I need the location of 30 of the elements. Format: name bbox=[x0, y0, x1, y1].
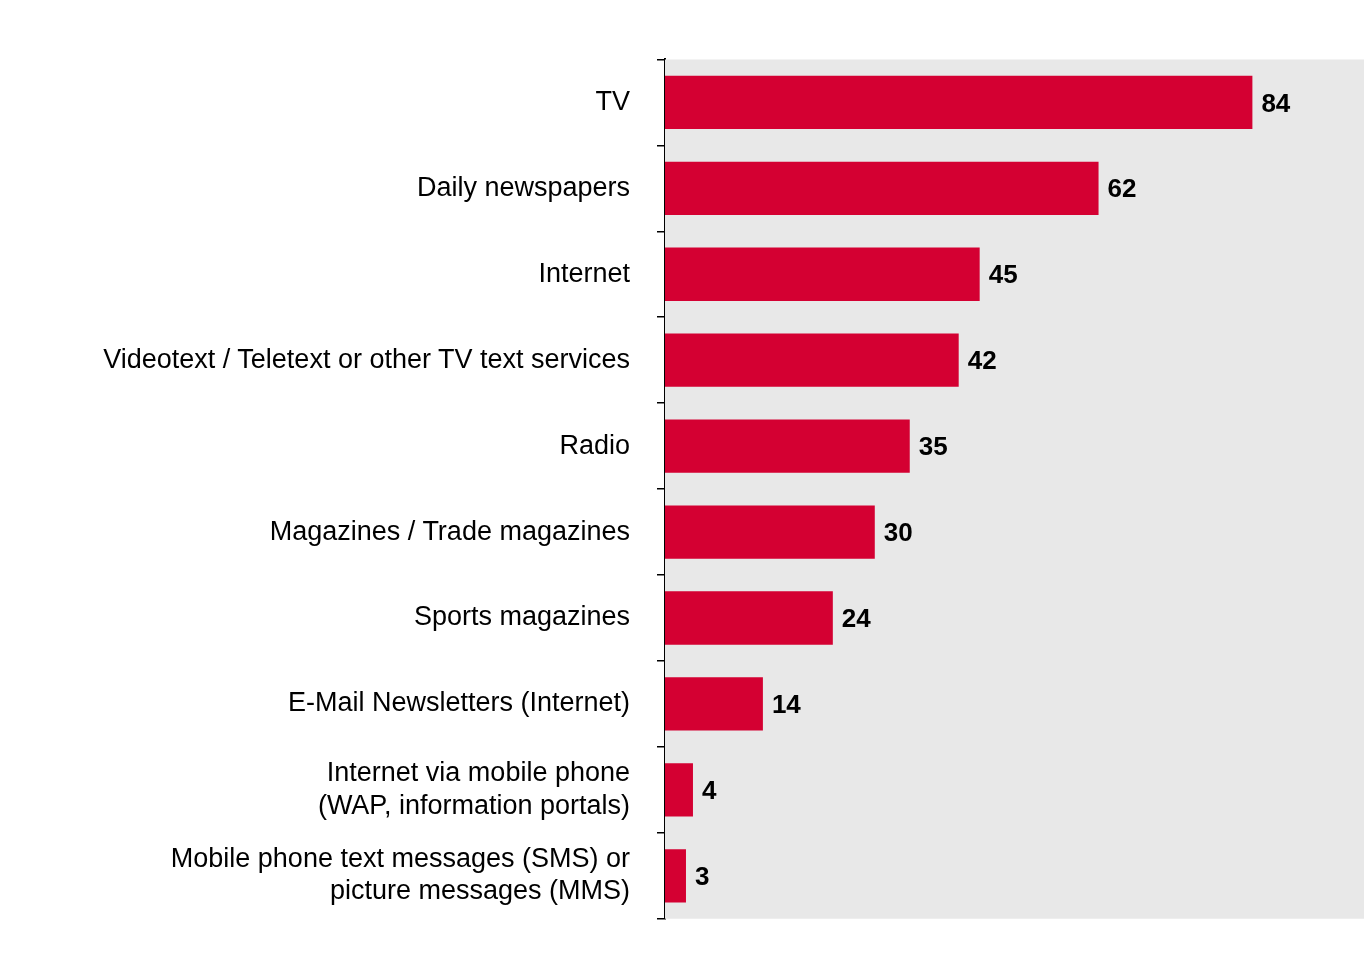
bar bbox=[665, 591, 833, 645]
bar bbox=[665, 247, 980, 301]
data-label: 3 bbox=[694, 861, 710, 891]
y-tick-label: Internet via mobile phone (WAP, information portals) bbox=[317, 757, 630, 820]
y-tick-label: Magazines / Trade magazines bbox=[269, 515, 630, 546]
y-tick-label: Internet bbox=[538, 257, 631, 288]
bar bbox=[665, 161, 1099, 215]
y-tick-label: Daily newspapers bbox=[416, 171, 630, 202]
y-tick-label: Radio bbox=[559, 429, 630, 460]
bar bbox=[665, 763, 693, 817]
bar bbox=[665, 505, 875, 559]
data-label: 24 bbox=[841, 603, 872, 634]
bar bbox=[665, 75, 1253, 130]
data-label: 4 bbox=[701, 775, 717, 806]
data-label: 35 bbox=[918, 431, 948, 462]
y-tick-label: E-Mail Newsletters (Internet) bbox=[287, 687, 630, 718]
y-tick-label: TV bbox=[595, 85, 630, 116]
data-label: 30 bbox=[883, 517, 913, 548]
data-label: 84 bbox=[1261, 87, 1291, 118]
bar bbox=[665, 849, 686, 903]
bar bbox=[665, 333, 959, 387]
y-tick-label: Sports magazines bbox=[413, 601, 630, 632]
data-label: 62 bbox=[1107, 173, 1137, 204]
bar bbox=[665, 419, 910, 473]
y-tick-label: Videotext / Teletext or other TV text services bbox=[103, 343, 630, 374]
bar bbox=[665, 677, 763, 731]
data-label: 45 bbox=[988, 259, 1018, 290]
data-label: 14 bbox=[771, 689, 802, 720]
data-label: 42 bbox=[967, 345, 997, 376]
y-tick-label: Mobile phone text messages (SMS) or picture messages (MMS) bbox=[170, 843, 630, 906]
